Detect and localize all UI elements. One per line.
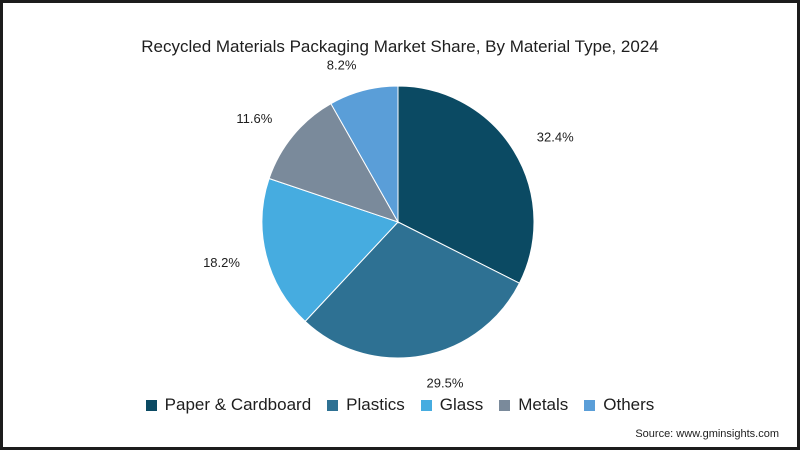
data-label-glass: 18.2% bbox=[203, 255, 240, 270]
legend-swatch bbox=[584, 399, 596, 411]
pie-chart: 32.4% 29.5% 18.2% 11.6% 8.2% bbox=[203, 57, 574, 390]
legend-label: Glass bbox=[439, 395, 484, 414]
legend-swatch bbox=[327, 399, 339, 411]
legend-label: Plastics bbox=[346, 395, 405, 414]
legend-item-others[interactable]: Others bbox=[584, 395, 654, 415]
legend-swatch bbox=[499, 399, 511, 411]
legend-item-paper-cardboard[interactable]: Paper & Cardboard bbox=[145, 395, 312, 415]
legend-item-glass[interactable]: Glass bbox=[420, 395, 484, 415]
data-label-metals: 11.6% bbox=[236, 111, 272, 126]
source-note: Source: www.gminsights.com bbox=[635, 428, 779, 440]
legend-swatch bbox=[145, 399, 157, 411]
chart-title: Recycled Materials Packaging Market Shar… bbox=[141, 37, 659, 56]
legend-swatch bbox=[420, 399, 432, 411]
pie-slice-paper-cardboard[interactable] bbox=[397, 85, 535, 284]
legend-item-plastics[interactable]: Plastics bbox=[327, 395, 405, 415]
pie-slice-plastics[interactable] bbox=[304, 221, 521, 359]
legend: Paper & Cardboard Plastics Glass Metals … bbox=[3, 395, 797, 415]
pie-slice-glass[interactable] bbox=[261, 177, 399, 323]
legend-item-metals[interactable]: Metals bbox=[499, 395, 568, 415]
legend-label: Others bbox=[603, 395, 655, 414]
legend-label: Metals bbox=[518, 395, 569, 414]
data-label-plastics: 29.5% bbox=[427, 375, 464, 390]
data-label-paper-cardboard: 32.4% bbox=[537, 130, 574, 145]
pie-slice-others[interactable] bbox=[330, 85, 399, 224]
data-label-others: 8.2% bbox=[327, 57, 357, 72]
pie-slice-metals[interactable] bbox=[268, 103, 400, 223]
legend-label: Paper & Cardboard bbox=[164, 395, 312, 414]
